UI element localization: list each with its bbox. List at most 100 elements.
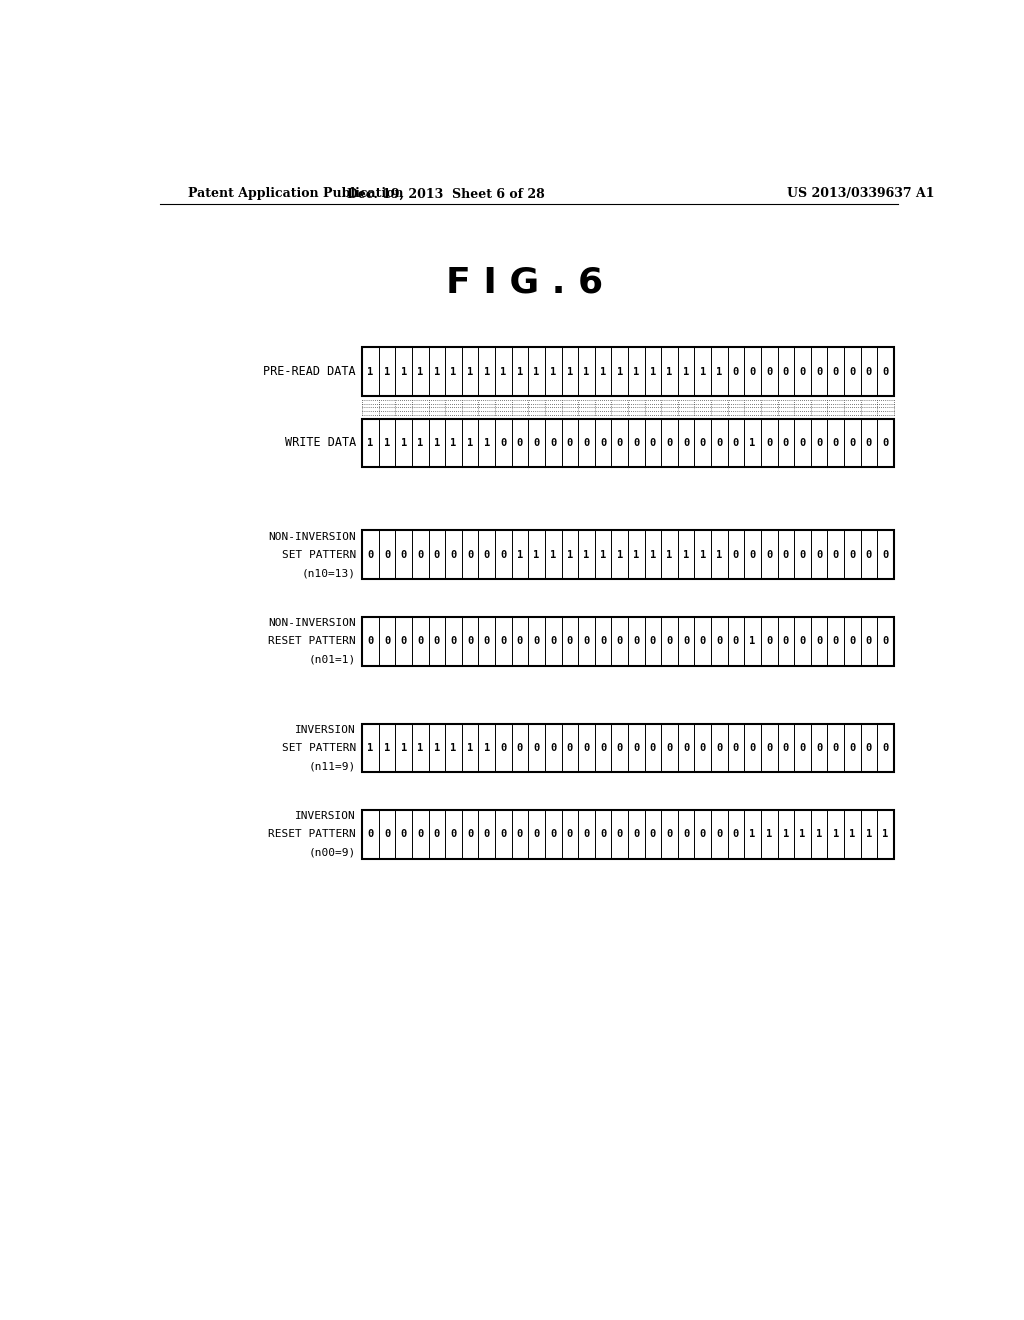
Text: 0: 0 xyxy=(849,636,855,647)
Text: 0: 0 xyxy=(766,743,772,752)
Text: 1: 1 xyxy=(534,550,540,560)
Text: 0: 0 xyxy=(833,636,839,647)
Text: 0: 0 xyxy=(782,438,788,447)
Text: 0: 0 xyxy=(716,438,723,447)
Text: 1: 1 xyxy=(667,550,673,560)
Bar xyxy=(362,418,894,467)
Text: 1: 1 xyxy=(616,367,623,376)
Text: 1: 1 xyxy=(750,636,756,647)
Text: (n00=9): (n00=9) xyxy=(308,847,355,858)
Text: 0: 0 xyxy=(451,550,457,560)
Text: 0: 0 xyxy=(816,438,822,447)
Text: 0: 0 xyxy=(500,438,507,447)
Text: 1: 1 xyxy=(833,829,839,840)
Text: 1: 1 xyxy=(517,550,523,560)
Text: 0: 0 xyxy=(800,636,806,647)
Text: 0: 0 xyxy=(451,636,457,647)
Text: 0: 0 xyxy=(483,550,489,560)
Text: 0: 0 xyxy=(616,829,623,840)
Text: 0: 0 xyxy=(683,438,689,447)
Text: 1: 1 xyxy=(766,829,772,840)
Text: 1: 1 xyxy=(550,550,556,560)
Text: RESET PATTERN: RESET PATTERN xyxy=(268,636,355,647)
Text: (n11=9): (n11=9) xyxy=(308,762,355,771)
Text: 0: 0 xyxy=(833,743,839,752)
Text: 0: 0 xyxy=(566,829,573,840)
Text: 0: 0 xyxy=(816,367,822,376)
Text: (n10=13): (n10=13) xyxy=(302,568,355,578)
Text: 0: 0 xyxy=(368,829,374,840)
Text: 0: 0 xyxy=(500,829,507,840)
Text: 0: 0 xyxy=(417,829,423,840)
Text: NON-INVERSION: NON-INVERSION xyxy=(268,618,355,628)
Bar xyxy=(362,810,894,859)
Text: 0: 0 xyxy=(584,636,590,647)
Text: 0: 0 xyxy=(699,743,706,752)
Text: 0: 0 xyxy=(600,438,606,447)
Text: 0: 0 xyxy=(483,829,489,840)
Text: 1: 1 xyxy=(716,550,723,560)
Text: 0: 0 xyxy=(500,636,507,647)
Text: 1: 1 xyxy=(550,367,556,376)
Text: 0: 0 xyxy=(716,829,723,840)
Text: 0: 0 xyxy=(550,743,556,752)
Text: 1: 1 xyxy=(400,367,407,376)
Text: 1: 1 xyxy=(368,367,374,376)
Text: 1: 1 xyxy=(782,829,788,840)
Text: 1: 1 xyxy=(483,743,489,752)
Text: 1: 1 xyxy=(500,367,507,376)
Text: 0: 0 xyxy=(467,636,473,647)
Bar xyxy=(362,347,894,396)
Text: 0: 0 xyxy=(849,367,855,376)
Text: 0: 0 xyxy=(584,829,590,840)
Text: 0: 0 xyxy=(451,829,457,840)
Text: 0: 0 xyxy=(699,636,706,647)
Text: 0: 0 xyxy=(733,636,739,647)
Text: 0: 0 xyxy=(534,636,540,647)
Text: 1: 1 xyxy=(667,367,673,376)
Text: 1: 1 xyxy=(434,367,440,376)
Text: 0: 0 xyxy=(534,438,540,447)
Text: 0: 0 xyxy=(865,743,872,752)
Text: 0: 0 xyxy=(384,829,390,840)
Text: 0: 0 xyxy=(683,743,689,752)
Text: 1: 1 xyxy=(451,743,457,752)
Text: 0: 0 xyxy=(667,829,673,840)
Text: 1: 1 xyxy=(800,829,806,840)
Text: 0: 0 xyxy=(733,743,739,752)
Text: 1: 1 xyxy=(368,438,374,447)
Text: 0: 0 xyxy=(766,636,772,647)
Text: 0: 0 xyxy=(865,636,872,647)
Text: 0: 0 xyxy=(782,367,788,376)
Text: 1: 1 xyxy=(683,550,689,560)
Text: RESET PATTERN: RESET PATTERN xyxy=(268,829,355,840)
Text: 0: 0 xyxy=(550,438,556,447)
Text: WRITE DATA: WRITE DATA xyxy=(285,437,355,450)
Text: 0: 0 xyxy=(368,636,374,647)
Text: 1: 1 xyxy=(633,367,639,376)
Text: Patent Application Publication: Patent Application Publication xyxy=(187,187,403,201)
Text: 1: 1 xyxy=(517,367,523,376)
Text: (n01=1): (n01=1) xyxy=(308,655,355,664)
Text: 0: 0 xyxy=(816,550,822,560)
Text: 0: 0 xyxy=(683,636,689,647)
Text: 0: 0 xyxy=(833,550,839,560)
Text: 0: 0 xyxy=(550,829,556,840)
Text: 0: 0 xyxy=(865,367,872,376)
Bar xyxy=(362,723,894,772)
Text: 1: 1 xyxy=(467,438,473,447)
Text: 1: 1 xyxy=(865,829,872,840)
Text: 0: 0 xyxy=(849,438,855,447)
Text: 0: 0 xyxy=(400,550,407,560)
Text: 1: 1 xyxy=(483,438,489,447)
Text: INVERSION: INVERSION xyxy=(295,725,355,735)
Text: 0: 0 xyxy=(766,550,772,560)
Text: 1: 1 xyxy=(683,367,689,376)
Text: 1: 1 xyxy=(400,743,407,752)
Text: 0: 0 xyxy=(566,438,573,447)
Text: 1: 1 xyxy=(883,829,889,840)
Text: 0: 0 xyxy=(517,829,523,840)
Text: 0: 0 xyxy=(800,367,806,376)
Text: 0: 0 xyxy=(500,743,507,752)
Text: SET PATTERN: SET PATTERN xyxy=(282,550,355,560)
